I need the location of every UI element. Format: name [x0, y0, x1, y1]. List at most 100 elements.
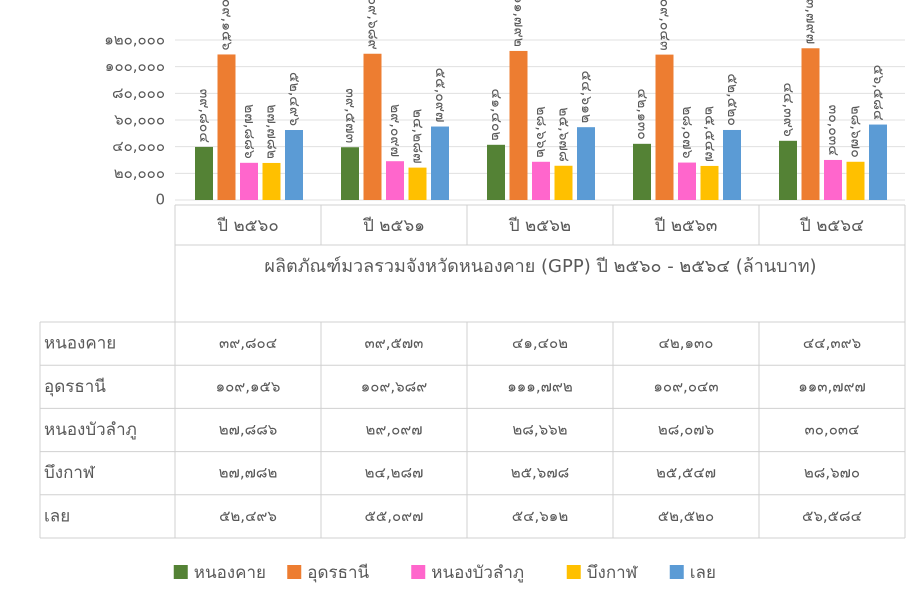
data-label: ๕๒,๔๙๖: [286, 72, 302, 126]
table-cell: ๕๒,๔๙๖: [219, 507, 277, 525]
bar: [801, 48, 820, 201]
x-tick-label: ปี ๒๕๖๐: [216, 216, 278, 236]
table-cell: ๒๕,๖๗๘: [511, 464, 569, 482]
table-cell: ๒๗,๗๘๒: [219, 464, 278, 482]
table-cell: ๓๙,๘๐๔: [219, 334, 277, 352]
bar: [532, 161, 550, 200]
bar: [509, 50, 528, 200]
data-label: ๑๐๙,๐๔๓: [657, 0, 673, 51]
table-cell: ๓๙,๕๗๓: [365, 334, 424, 352]
bar: [824, 159, 842, 200]
data-label: ๒๘,๐๗๖: [679, 106, 695, 159]
table-cell: ๑๐๙,๐๔๓: [653, 377, 718, 395]
data-label: ๒๗,๘๘๖: [241, 104, 257, 159]
y-tick-label: 0: [155, 191, 165, 209]
legend-label: บึงกาฬ: [587, 563, 639, 583]
table-cell: ๓๐,๐๓๔: [805, 421, 860, 439]
legend-label: หนองบัวลำภู: [431, 563, 524, 583]
bar: [577, 127, 595, 200]
bar: [633, 143, 651, 200]
bar: [723, 129, 741, 200]
data-label: ๑๑๓,๗๙๗: [803, 0, 819, 44]
data-label: ๑๐๙,๑๕๖: [219, 0, 235, 51]
y-tick-label: ๘๐,๐๐๐: [112, 84, 165, 102]
table-cell: ๒๘,๖๖๒: [512, 421, 567, 439]
bar: [262, 162, 281, 200]
data-label: ๒๕,๕๔๗: [702, 106, 718, 162]
table-row-label: หนองบัวลำภู: [44, 420, 137, 440]
table-row-label: เลย: [44, 506, 70, 526]
bar: [700, 165, 719, 200]
data-label: ๕๔,๖๑๒: [578, 71, 594, 124]
data-label: ๔๑,๔๐๒: [488, 88, 504, 140]
legend-label: เลย: [690, 563, 716, 583]
x-tick-label: ปี ๒๕๖๔: [799, 216, 864, 236]
data-label: ๑๑๑,๗๙๒: [511, 0, 527, 47]
legend-swatch: [173, 565, 188, 579]
table-cell: ๑๐๙,๑๕๖: [216, 377, 281, 395]
table-cell: ๒๕,๕๔๗: [656, 464, 716, 482]
data-label: ๔๔,๓๙๖: [780, 82, 796, 136]
bar: [285, 130, 303, 200]
data-label: ๑๐๙,๖๘๙: [365, 0, 381, 50]
table-cell: ๕๔,๖๑๒: [512, 507, 568, 525]
data-label: ๒๗,๗๘๒: [264, 104, 280, 159]
legend-swatch: [411, 565, 426, 579]
table-cell: ๕๒,๕๒๐: [658, 507, 714, 525]
x-tick-label: ปี ๒๕๖๑: [362, 216, 425, 236]
bar: [386, 161, 404, 200]
bar: [363, 53, 382, 200]
table-cell: ๒๔,๒๘๗: [365, 464, 424, 482]
bar: [431, 126, 449, 200]
legend-swatch: [287, 565, 302, 579]
table-cell: ๒๙,๐๙๗: [365, 421, 422, 439]
data-label: ๒๙,๐๙๗: [387, 104, 403, 157]
data-label: ๕๖,๕๘๔: [870, 65, 886, 121]
table-cell: ๕๕,๐๙๗: [365, 507, 424, 525]
table-cell: ๒๗,๘๘๖: [219, 421, 278, 439]
bar: [195, 146, 213, 200]
x-tick-label: ปี ๒๕๖๒: [508, 216, 571, 236]
table-cell: ๔๒,๑๓๐: [659, 334, 714, 352]
data-label: ๒๘,๖๖๒: [533, 106, 549, 157]
data-label: ๒๘,๖๗๐: [848, 105, 864, 157]
bar: [869, 124, 887, 200]
y-tick-label: ๑๒๐,๐๐๐: [104, 31, 165, 49]
data-label: ๒๕,๖๗๘: [556, 107, 572, 162]
table-cell: ๔๔,๓๙๖: [803, 334, 861, 352]
table-row-label: อุดรธานี: [44, 377, 106, 397]
bar: [554, 165, 573, 200]
data-label: ๕๕,๐๙๗: [432, 68, 448, 123]
legend-label: อุดรธานี: [307, 563, 369, 583]
y-tick-label: ๑๐๐,๐๐๐: [105, 57, 165, 75]
y-tick-label: ๔๐,๐๐๐: [112, 137, 165, 155]
y-tick-label: ๒๐,๐๐๐: [114, 164, 165, 182]
table-cell: ๒๘,๖๗๐: [804, 464, 860, 482]
table-cell: ๑๑๑,๗๙๒: [507, 377, 573, 395]
bar: [487, 144, 505, 200]
table-row-label: บึงกาฬ: [44, 463, 96, 483]
data-label: ๓๙,๕๗๓: [342, 88, 358, 143]
data-label: ๓๐,๐๓๔: [825, 105, 841, 156]
bar: [217, 54, 236, 201]
bar: [779, 140, 797, 200]
legend-label: หนองคาย: [194, 563, 266, 583]
bar: [408, 167, 427, 200]
table-cell: ๔๑,๔๐๒: [512, 334, 568, 352]
table-cell: ๑๐๙,๖๘๙: [361, 377, 428, 395]
data-label: ๓๙,๘๐๔: [196, 89, 212, 143]
y-tick-label: ๖๐,๐๐๐: [114, 111, 165, 129]
table-cell: ๑๑๓,๗๙๗: [798, 377, 866, 395]
table-row-label: หนองคาย: [44, 334, 116, 354]
legend-swatch: [669, 565, 684, 579]
bar: [846, 161, 865, 200]
bar: [341, 147, 359, 200]
data-label: ๒๔,๒๘๗: [410, 109, 426, 164]
chart-title: ผลิตภัณฑ์มวลรวมจังหวัดหนองคาย (GPP) ปี ๒…: [264, 256, 817, 277]
bar: [655, 54, 674, 201]
table-cell: ๕๖,๕๘๔: [802, 507, 862, 525]
legend-swatch: [566, 565, 581, 579]
bar: [678, 162, 696, 200]
